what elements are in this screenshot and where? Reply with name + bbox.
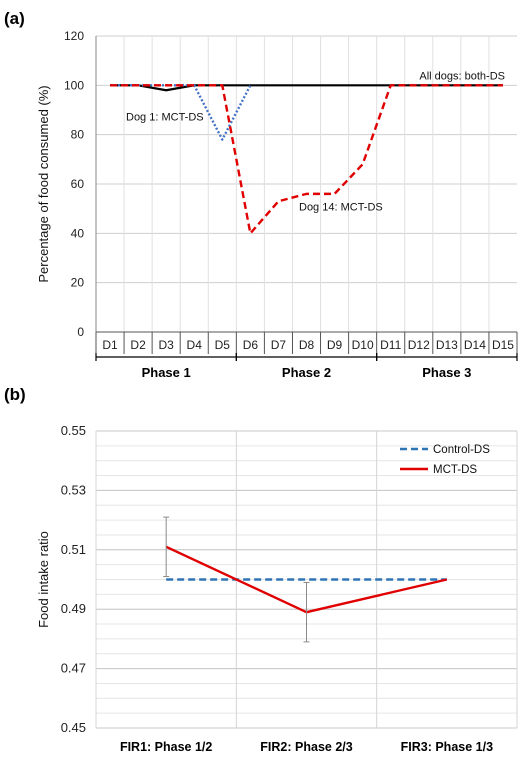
panel-a-category-d11: D11 bbox=[380, 338, 401, 352]
panel-a-ytick-label: 20 bbox=[71, 276, 85, 290]
panel-b-y-title: Food intake ratio bbox=[36, 531, 51, 628]
panel-a-category-d8: D8 bbox=[299, 338, 315, 352]
panel-b-category-3: FIR3: Phase 1/3 bbox=[401, 740, 493, 754]
panel-a-ytick-label: 0 bbox=[77, 325, 84, 339]
panel-a-ytick-label: 120 bbox=[64, 29, 84, 43]
panel-a-category-d1: D1 bbox=[102, 338, 118, 352]
panel-a-category-d9: D9 bbox=[327, 338, 343, 352]
phase-label-1: Phase 1 bbox=[142, 365, 191, 380]
panel-a-category-d2: D2 bbox=[130, 338, 146, 352]
panel-b-ytick-label: 0.53 bbox=[61, 482, 86, 497]
annotation-dog-14: Dog 14: MCT-DS bbox=[299, 202, 383, 214]
panel-a-ytick-label: 80 bbox=[71, 128, 85, 142]
panel-a-category-d14: D14 bbox=[464, 338, 486, 352]
phase-label-2: Phase 2 bbox=[282, 365, 331, 380]
legend-label-mct-ds: MCT-DS bbox=[433, 464, 477, 476]
panel-b-category-1: FIR1: Phase 1/2 bbox=[120, 740, 212, 754]
panel-a-category-d6: D6 bbox=[243, 338, 259, 352]
panel-a-ytick-label: 40 bbox=[71, 226, 85, 240]
panel-a-label: (a) bbox=[4, 9, 25, 28]
series-dog-14-mct-ds bbox=[110, 84, 503, 235]
panel-b-label: (b) bbox=[4, 385, 26, 404]
annotation-dog-1: Dog 1: MCT-DS bbox=[126, 111, 204, 123]
panel-b-ytick-label: 0.55 bbox=[61, 423, 86, 438]
legend-label-control-ds: Control-DS bbox=[433, 444, 490, 456]
panel-a-category-d12: D12 bbox=[408, 338, 430, 352]
panel-a-category-d7: D7 bbox=[271, 338, 287, 352]
panel-a-category-d5: D5 bbox=[215, 338, 231, 352]
panel-b: (b) 0.45 0.47 0.49 0.51 0.53 0.55 Food intake r… bbox=[4, 385, 518, 754]
panel-a-ytick-label: 60 bbox=[71, 177, 85, 191]
panel-a-category-d15: D15 bbox=[492, 338, 514, 352]
panel-a-ytick-label: 100 bbox=[64, 78, 84, 92]
panel-b-ytick-label: 0.51 bbox=[61, 542, 86, 557]
panel-b-ytick-label: 0.45 bbox=[61, 720, 86, 735]
annotation-all-dogs: All dogs: both-DS bbox=[419, 70, 505, 82]
panel-a: (a) 0 20 40 60 80 100 120 Percentage of food con… bbox=[4, 9, 518, 380]
phase-label-3: Phase 3 bbox=[422, 365, 471, 380]
panel-b-ytick-label: 0.49 bbox=[61, 601, 86, 616]
panel-a-category-d3: D3 bbox=[158, 338, 174, 352]
panel-b-ytick-label: 0.47 bbox=[61, 661, 86, 676]
panel-a-category-d13: D13 bbox=[436, 338, 458, 352]
panel-a-category-d10: D10 bbox=[352, 338, 374, 352]
panel-a-category-d4: D4 bbox=[187, 338, 203, 352]
panel-a-y-title: Percentage of food consumed (%) bbox=[36, 85, 51, 282]
legend: Control-DS MCT-DS bbox=[400, 444, 490, 476]
panel-b-category-2: FIR2: Phase 2/3 bbox=[260, 740, 352, 754]
